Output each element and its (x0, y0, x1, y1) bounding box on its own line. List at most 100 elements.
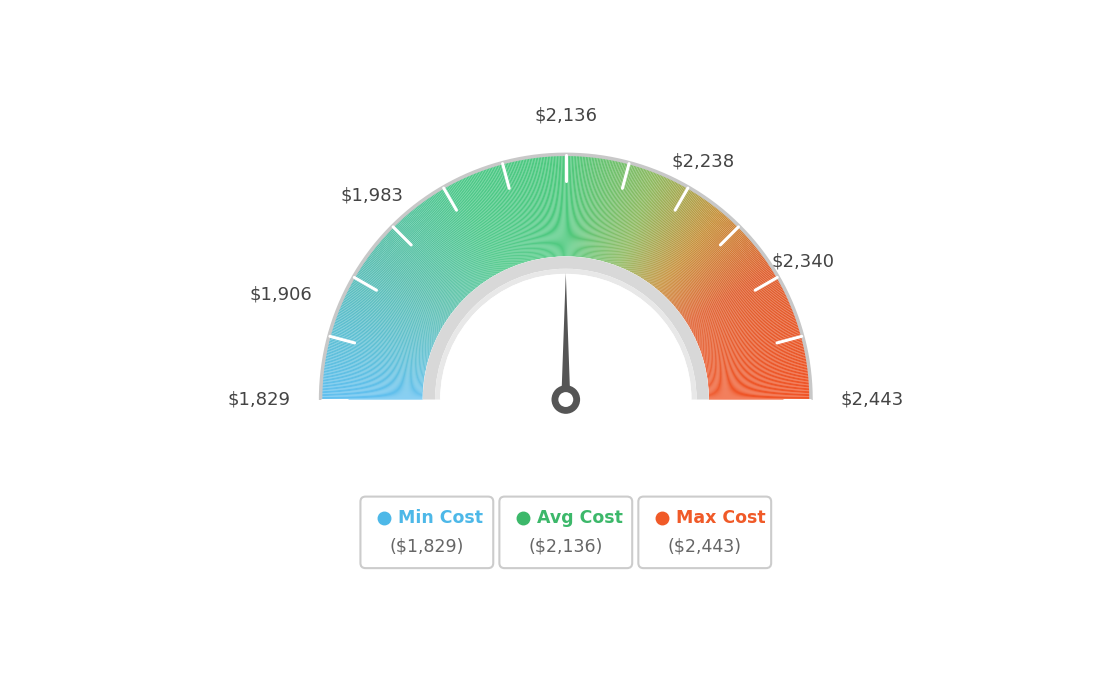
Wedge shape (495, 164, 526, 263)
Wedge shape (436, 191, 490, 278)
Wedge shape (703, 330, 802, 359)
Wedge shape (456, 179, 502, 272)
Wedge shape (346, 291, 437, 337)
Wedge shape (373, 247, 454, 311)
Wedge shape (423, 257, 709, 400)
Wedge shape (407, 212, 474, 290)
Wedge shape (683, 260, 768, 319)
Wedge shape (425, 197, 485, 282)
Wedge shape (333, 319, 431, 354)
Wedge shape (322, 368, 424, 382)
Wedge shape (352, 279, 442, 330)
Wedge shape (321, 377, 424, 387)
Wedge shape (605, 164, 634, 262)
Wedge shape (369, 252, 452, 314)
Wedge shape (599, 161, 625, 261)
Wedge shape (604, 164, 633, 262)
Wedge shape (323, 364, 424, 380)
Wedge shape (450, 182, 499, 273)
Wedge shape (350, 283, 440, 332)
Wedge shape (670, 232, 745, 302)
Wedge shape (327, 344, 426, 368)
Wedge shape (657, 210, 723, 290)
Wedge shape (414, 206, 478, 287)
Wedge shape (393, 224, 466, 298)
Wedge shape (692, 286, 784, 334)
Wedge shape (571, 155, 576, 257)
Wedge shape (486, 167, 520, 264)
Wedge shape (337, 309, 433, 348)
Wedge shape (560, 155, 563, 257)
Wedge shape (699, 310, 795, 348)
Wedge shape (633, 182, 681, 273)
Wedge shape (499, 164, 528, 262)
Wedge shape (395, 222, 467, 297)
Wedge shape (634, 184, 684, 274)
Wedge shape (405, 214, 473, 292)
Wedge shape (686, 267, 773, 323)
Wedge shape (340, 304, 434, 344)
Wedge shape (697, 299, 790, 342)
Wedge shape (709, 397, 811, 399)
Wedge shape (476, 171, 514, 266)
Wedge shape (690, 279, 779, 330)
Wedge shape (675, 241, 754, 308)
Wedge shape (383, 235, 459, 304)
Wedge shape (556, 155, 561, 257)
Wedge shape (709, 391, 811, 395)
Wedge shape (399, 219, 469, 295)
Wedge shape (671, 233, 746, 303)
Wedge shape (624, 176, 668, 269)
Wedge shape (564, 155, 565, 257)
Wedge shape (503, 162, 530, 262)
Wedge shape (606, 164, 636, 262)
Wedge shape (574, 155, 581, 257)
Wedge shape (696, 295, 788, 339)
Wedge shape (576, 155, 586, 257)
Wedge shape (321, 380, 423, 388)
Wedge shape (619, 172, 659, 267)
Wedge shape (335, 317, 432, 352)
Wedge shape (567, 155, 571, 257)
Wedge shape (614, 168, 649, 265)
Wedge shape (435, 268, 697, 400)
Wedge shape (429, 195, 487, 281)
Wedge shape (349, 284, 439, 333)
Wedge shape (509, 161, 533, 260)
Wedge shape (693, 287, 784, 335)
Circle shape (552, 385, 580, 414)
Wedge shape (354, 273, 443, 327)
Wedge shape (677, 246, 757, 310)
Wedge shape (569, 155, 572, 257)
Wedge shape (647, 197, 707, 282)
Wedge shape (676, 244, 756, 309)
Wedge shape (443, 187, 495, 276)
Wedge shape (394, 223, 467, 297)
Wedge shape (701, 318, 797, 353)
Text: Min Cost: Min Cost (399, 509, 484, 527)
Wedge shape (697, 302, 792, 344)
FancyBboxPatch shape (360, 497, 493, 568)
Wedge shape (700, 315, 796, 351)
Wedge shape (526, 157, 543, 258)
Wedge shape (593, 159, 613, 259)
Wedge shape (415, 205, 479, 286)
Wedge shape (598, 161, 623, 260)
Wedge shape (512, 160, 535, 260)
Wedge shape (339, 306, 434, 346)
Wedge shape (658, 213, 725, 291)
Wedge shape (627, 178, 673, 271)
Wedge shape (322, 372, 424, 384)
Wedge shape (340, 302, 435, 344)
Wedge shape (500, 163, 529, 262)
Wedge shape (502, 162, 529, 262)
FancyBboxPatch shape (499, 497, 633, 568)
Wedge shape (341, 301, 435, 343)
Wedge shape (342, 297, 436, 340)
Wedge shape (384, 234, 460, 304)
Wedge shape (585, 157, 599, 258)
Wedge shape (690, 277, 779, 329)
Wedge shape (629, 179, 676, 272)
Wedge shape (682, 257, 766, 317)
Wedge shape (563, 155, 565, 257)
